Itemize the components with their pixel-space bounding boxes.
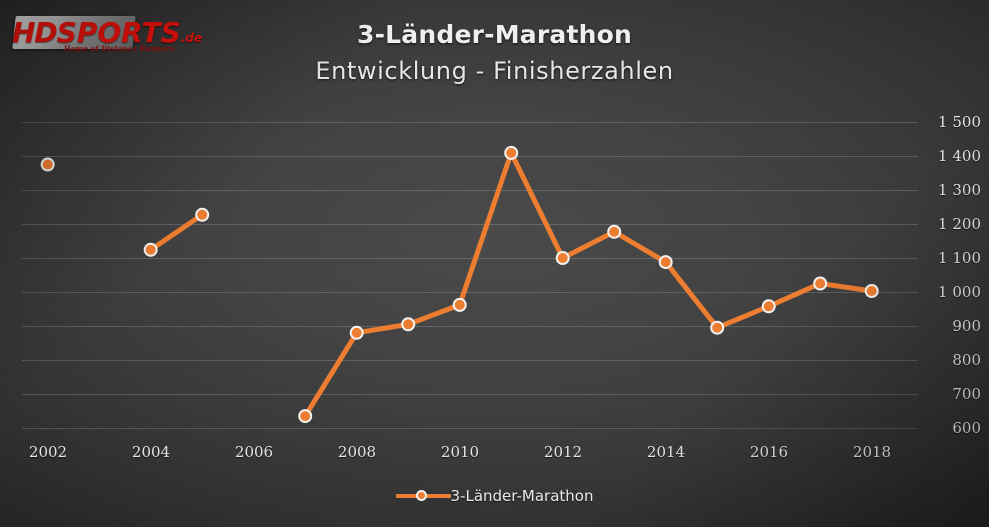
data-point-marker[interactable]	[40, 157, 55, 172]
x-axis-tick-label: 2016	[749, 443, 789, 461]
series-line	[148, 212, 205, 253]
logo-tagline: Home of Distance Runners	[64, 44, 175, 53]
x-axis-tick-label: 2014	[646, 443, 686, 461]
data-point-marker[interactable]	[195, 207, 210, 222]
chart-legend: 3-Länder-Marathon	[0, 487, 989, 505]
logo-text-sports: SPORTS	[56, 16, 181, 49]
legend-marker-icon	[395, 489, 451, 503]
data-point-marker[interactable]	[504, 145, 519, 160]
x-axis-tick-label: 2012	[543, 443, 583, 461]
y-axis-tick-label: 800	[952, 351, 981, 369]
y-axis-tick-label: 1 200	[938, 215, 981, 233]
x-axis-tick-label: 2010	[440, 443, 480, 461]
y-axis-tick-label: 900	[952, 317, 981, 335]
legend-dot	[415, 490, 427, 501]
legend-label: 3-Länder-Marathon	[450, 487, 594, 505]
logo-text-de: .de	[180, 31, 203, 45]
y-axis-tick-label: 1 100	[938, 249, 981, 267]
series-line	[302, 150, 875, 419]
data-point-marker[interactable]	[298, 409, 313, 424]
data-point-marker[interactable]	[401, 317, 416, 332]
data-point-marker[interactable]	[143, 242, 158, 257]
gridline	[22, 326, 918, 327]
gridline	[22, 394, 918, 395]
data-point-marker[interactable]	[864, 284, 879, 298]
data-point-marker[interactable]	[761, 299, 776, 314]
data-point-marker[interactable]	[813, 276, 828, 291]
gridline	[22, 258, 918, 259]
y-axis-tick-label: 700	[952, 385, 981, 403]
x-axis-tick-label: 2004	[131, 443, 171, 461]
data-point-marker[interactable]	[452, 297, 467, 312]
y-axis-tick-label: 1 000	[938, 283, 981, 301]
y-axis-tick-label: 1 400	[938, 147, 981, 165]
y-axis-tick-label: 1 300	[938, 181, 981, 199]
logo-wordmark: HDSPORTS.de	[12, 16, 202, 49]
gridline	[22, 190, 918, 191]
data-point-marker[interactable]	[710, 320, 725, 335]
data-point-marker[interactable]	[607, 224, 622, 239]
chart-title: 3-Länder-Marathon	[357, 20, 632, 49]
gridline	[22, 156, 918, 157]
gridline	[22, 122, 918, 123]
x-axis-tick-label: 2008	[337, 443, 377, 461]
data-point-marker[interactable]	[349, 325, 364, 340]
site-logo: HDSPORTS.de Home of Distance Runners	[8, 10, 202, 58]
data-point-marker[interactable]	[555, 251, 570, 265]
data-point-marker[interactable]	[658, 255, 673, 270]
gridline	[22, 360, 918, 361]
x-axis-tick-label: 2006	[234, 443, 274, 461]
x-axis-tick-label: 2002	[28, 443, 68, 461]
chart-subtitle: Entwicklung - Finisherzahlen	[315, 57, 674, 85]
logo-text-hd: HD	[12, 16, 58, 49]
y-axis-tick-label: 600	[952, 419, 981, 437]
y-axis-tick-label: 1 500	[938, 113, 981, 131]
gridline	[22, 292, 918, 293]
gridline	[22, 224, 918, 225]
x-axis-tick-label: 2018	[852, 443, 892, 461]
gridline	[22, 428, 918, 429]
